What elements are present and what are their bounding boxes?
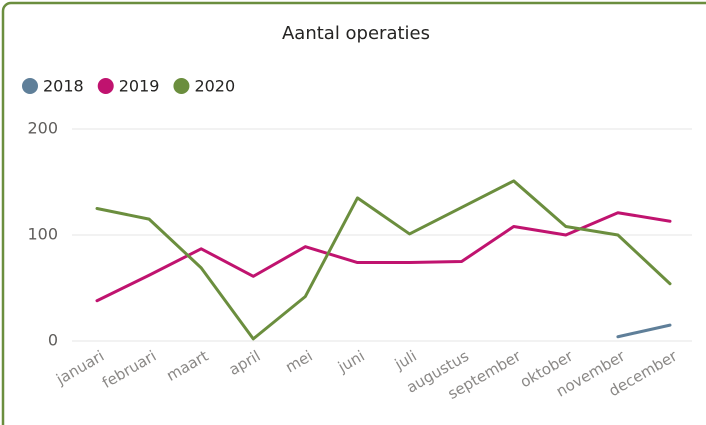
y-tick-label: 0: [48, 331, 58, 350]
legend-label: 2019: [119, 77, 160, 96]
chart-title: Aantal operaties: [282, 23, 430, 44]
legend-marker: [97, 78, 114, 94]
legend-label: 2018: [43, 77, 84, 96]
y-tick-label: 200: [27, 119, 58, 138]
y-tick-label: 100: [27, 225, 58, 244]
series-line: [95, 179, 672, 341]
series-line: [95, 211, 672, 303]
legend-label: 2020: [194, 77, 235, 96]
legend-marker: [22, 78, 38, 94]
legend-marker: [173, 78, 190, 94]
series-line: [616, 323, 672, 339]
